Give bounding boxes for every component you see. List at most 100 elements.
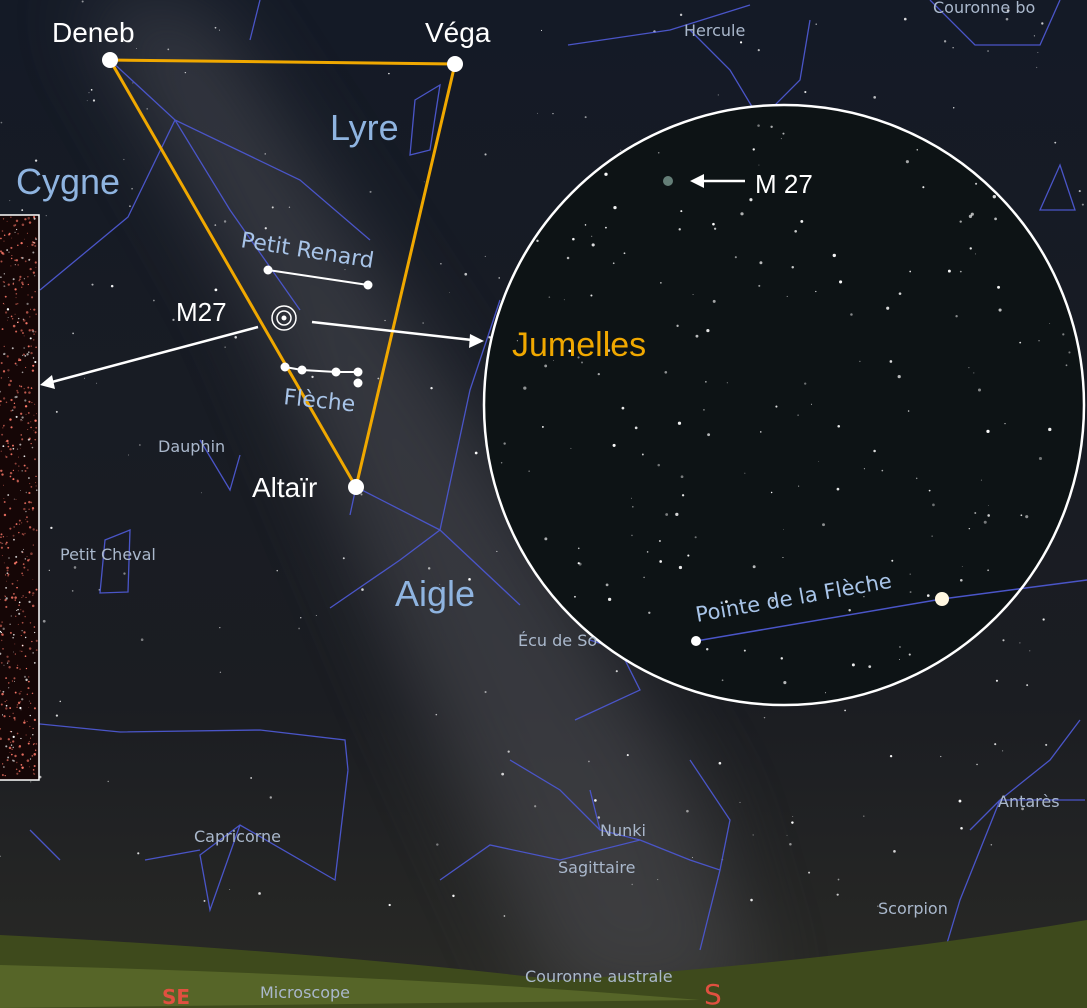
star [1034, 35, 1035, 36]
star [808, 872, 810, 874]
star [265, 227, 267, 229]
star [30, 421, 31, 422]
star [27, 687, 29, 689]
constellation-label: Couronne bo [933, 0, 1035, 17]
star [74, 566, 77, 569]
star [960, 271, 962, 273]
star [87, 100, 88, 101]
star [687, 555, 689, 557]
star [789, 843, 792, 846]
star [3, 766, 5, 768]
sky-map: Deneb Véga Altaïr Nunki Antarès Hercule … [0, 0, 1087, 1008]
star [10, 380, 12, 382]
star [7, 757, 9, 759]
star [14, 719, 16, 721]
star [21, 753, 23, 755]
star [909, 271, 911, 273]
star [578, 548, 580, 550]
star [574, 596, 576, 598]
star [123, 159, 124, 160]
star [5, 311, 7, 313]
star [588, 761, 590, 763]
star [899, 659, 900, 660]
star [59, 701, 61, 703]
star [22, 332, 24, 334]
star [544, 365, 547, 368]
star [33, 357, 34, 358]
star [508, 750, 510, 752]
star [35, 750, 36, 751]
star [23, 721, 25, 723]
star [21, 767, 23, 769]
star [7, 221, 8, 222]
star [21, 597, 22, 598]
star [1019, 342, 1021, 344]
star [11, 255, 12, 256]
star [6, 249, 8, 251]
star [750, 899, 753, 902]
star [24, 465, 26, 467]
star-label: Altaïr [252, 472, 317, 503]
star [608, 598, 611, 601]
star [744, 473, 745, 474]
constellation-label: Scorpion [878, 899, 948, 918]
star [440, 263, 442, 265]
star [0, 261, 2, 263]
star [18, 604, 20, 606]
star [3, 370, 5, 372]
star [220, 672, 221, 673]
star [32, 605, 35, 608]
star [541, 30, 542, 31]
star [167, 49, 169, 51]
star [35, 238, 37, 240]
star [9, 528, 11, 530]
star [215, 27, 217, 29]
star [32, 509, 33, 510]
star [27, 387, 29, 389]
star [969, 367, 970, 368]
star [8, 682, 10, 684]
star [873, 96, 876, 99]
star [11, 754, 13, 756]
star [631, 535, 633, 537]
star [570, 448, 571, 449]
star [172, 319, 174, 321]
star [30, 622, 31, 623]
star [29, 268, 31, 270]
star [15, 331, 17, 333]
star [27, 694, 28, 695]
star [572, 238, 575, 241]
star [56, 714, 58, 716]
star [1029, 650, 1030, 651]
star [1026, 684, 1028, 686]
star [852, 663, 855, 666]
star [13, 736, 15, 738]
star [753, 148, 755, 150]
star [22, 645, 24, 647]
star [20, 419, 21, 420]
star [8, 666, 10, 668]
star [1079, 190, 1081, 192]
star [14, 232, 15, 233]
star [36, 649, 38, 651]
star [27, 217, 30, 220]
star [72, 332, 74, 334]
star [975, 183, 977, 185]
star [28, 352, 29, 353]
star [34, 707, 36, 709]
star [838, 879, 840, 881]
star [24, 347, 25, 348]
star [837, 488, 840, 491]
star [29, 766, 30, 767]
star [922, 186, 924, 188]
star [436, 843, 438, 845]
star [28, 509, 29, 510]
star [496, 551, 497, 552]
star [30, 427, 31, 428]
star [783, 681, 786, 684]
star [28, 681, 30, 683]
star [219, 627, 220, 628]
star [833, 254, 836, 257]
star [692, 857, 693, 858]
star [1, 533, 3, 535]
